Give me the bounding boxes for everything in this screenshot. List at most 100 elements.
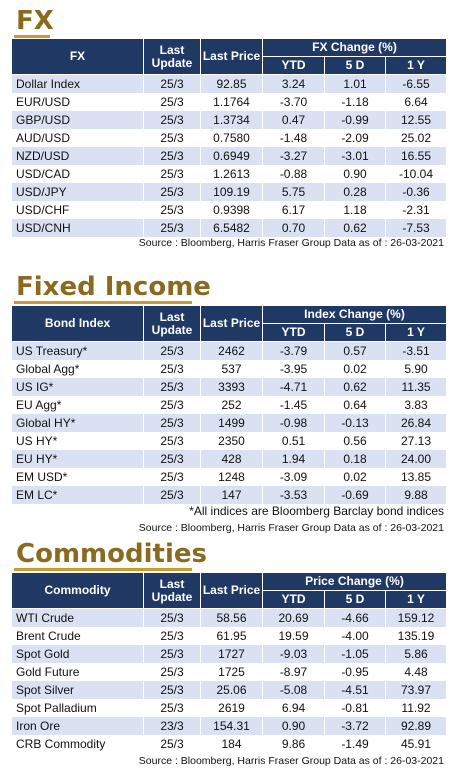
cell-d5: 0.62 xyxy=(324,377,386,396)
table-row: EM USD* 25/3 1248 -3.09 0.02 13.85 xyxy=(11,467,448,486)
fx-source-note: Source : Bloomberg, Harris Fraser Group … xyxy=(138,237,444,249)
cell-name: NZD/USD xyxy=(11,146,144,165)
cell-y1: -2.31 xyxy=(384,200,448,219)
cell-update: 25/3 xyxy=(143,359,201,378)
cell-name: EU Agg* xyxy=(11,395,144,414)
cell-price: 1725 xyxy=(200,662,263,681)
cell-ytd: -9.03 xyxy=(262,644,325,663)
table-row: Spot Silver 25/3 25.06 -5.08 -4.51 73.97 xyxy=(11,680,447,699)
cell-update: 25/3 xyxy=(143,485,201,504)
cell-ytd: -4.71 xyxy=(262,377,325,396)
cell-d5: 0.28 xyxy=(324,182,386,201)
fixed-income-section-title: Fixed Income xyxy=(16,272,211,302)
cell-price: 1.1764 xyxy=(200,92,263,111)
cell-update: 25/3 xyxy=(143,218,201,237)
cell-ytd: 0.51 xyxy=(262,431,325,450)
cell-ytd: -1.45 xyxy=(262,395,325,414)
cell-name: US HY* xyxy=(11,431,144,450)
cell-price: 1.3734 xyxy=(200,110,263,129)
cell-y1: 16.55 xyxy=(384,146,448,165)
fi-col-name-header: Bond Index xyxy=(11,305,144,342)
cell-ytd: -0.98 xyxy=(262,413,325,432)
cell-price: 147 xyxy=(200,485,263,504)
cell-ytd: -3.27 xyxy=(262,146,325,165)
cell-name: Global Agg* xyxy=(11,359,144,378)
cell-price: 537 xyxy=(200,359,263,378)
cell-update: 25/3 xyxy=(143,200,201,219)
cell-y1: 5.86 xyxy=(385,644,447,663)
cell-ytd: 6.17 xyxy=(262,200,325,219)
cell-update: 25/3 xyxy=(143,608,201,627)
cell-ytd: 20.69 xyxy=(262,608,325,627)
cell-d5: -4.51 xyxy=(324,680,386,699)
fx-col-1y-header: 1 Y xyxy=(384,56,448,75)
cell-y1: 25.02 xyxy=(384,128,448,147)
cell-update: 23/3 xyxy=(143,716,201,735)
cell-d5: 0.02 xyxy=(324,467,386,486)
com-col-5d-header: 5 D xyxy=(324,590,386,609)
cell-price: 1248 xyxy=(200,467,263,486)
cell-price: 0.7580 xyxy=(200,128,263,147)
fx-col-group-header: FX Change (%) xyxy=(261,38,448,57)
cell-price: 6.5482 xyxy=(200,218,263,237)
table-row: USD/CHF 25/3 0.9398 6.17 1.18 -2.31 xyxy=(11,200,448,219)
cell-price: 0.6949 xyxy=(200,146,263,165)
cell-d5: -0.13 xyxy=(324,413,386,432)
table-row: USD/CNH 25/3 6.5482 0.70 0.62 -7.53 xyxy=(11,218,448,237)
table-row: EU Agg* 25/3 252 -1.45 0.64 3.83 xyxy=(11,395,448,414)
table-row: US HY* 25/3 2350 0.51 0.56 27.13 xyxy=(11,431,448,450)
com-col-1y-header: 1 Y xyxy=(385,590,447,609)
cell-y1: 135.19 xyxy=(385,626,447,645)
cell-d5: 0.56 xyxy=(324,431,386,450)
cell-name: US IG* xyxy=(11,377,144,396)
com-col-ytd-header: YTD xyxy=(262,590,325,609)
cell-ytd: 0.70 xyxy=(262,218,325,237)
cell-d5: -1.49 xyxy=(324,734,386,753)
table-row: EM LC* 25/3 147 -3.53 -0.69 9.88 xyxy=(11,485,448,504)
cell-price: 2619 xyxy=(200,698,263,717)
cell-y1: 73.97 xyxy=(385,680,447,699)
cell-update: 25/3 xyxy=(143,413,201,432)
fixed-income-table: Bond Index Last Update Last Price Index … xyxy=(11,305,448,504)
cell-update: 25/3 xyxy=(143,74,201,93)
cell-update: 25/3 xyxy=(143,182,201,201)
fi-col-update-header: Last Update xyxy=(143,305,201,342)
cell-ytd: 0.90 xyxy=(262,716,325,735)
cell-ytd: -1.48 xyxy=(262,128,325,147)
table-row: US Treasury* 25/3 2462 -3.79 0.57 -3.51 xyxy=(11,341,448,360)
cell-d5: -0.81 xyxy=(324,698,386,717)
cell-ytd: 19.59 xyxy=(262,626,325,645)
cell-ytd: -3.09 xyxy=(262,467,325,486)
cell-update: 25/3 xyxy=(143,662,201,681)
cell-ytd: -3.53 xyxy=(262,485,325,504)
cell-ytd: -3.79 xyxy=(262,341,325,360)
cell-update: 25/3 xyxy=(143,341,201,360)
fi-col-1y-header: 1 Y xyxy=(384,323,448,342)
fixed-income-source-note: Source : Bloomberg, Harris Fraser Group … xyxy=(138,522,444,534)
table-row: NZD/USD 25/3 0.6949 -3.27 -3.01 16.55 xyxy=(11,146,448,165)
cell-update: 25/3 xyxy=(143,734,201,753)
cell-y1: -7.53 xyxy=(384,218,448,237)
cell-name: Dollar Index xyxy=(11,74,144,93)
com-col-name-header: Commodity xyxy=(11,572,144,609)
commodities-table-body: WTI Crude 25/3 58.56 20.69 -4.66 159.12 Brent … xyxy=(11,608,447,753)
cell-name: Global HY* xyxy=(11,413,144,432)
commodities-table: Commodity Last Update Last Price Price C… xyxy=(11,572,447,753)
cell-price: 92.85 xyxy=(200,74,263,93)
cell-ytd: -8.97 xyxy=(262,662,325,681)
cell-update: 25/3 xyxy=(143,431,201,450)
cell-price: 184 xyxy=(200,734,263,753)
com-col-update-header: Last Update xyxy=(143,572,201,609)
cell-d5: 1.01 xyxy=(324,74,386,93)
cell-ytd: -0.88 xyxy=(262,164,325,183)
cell-y1: -10.04 xyxy=(384,164,448,183)
cell-price: 25.06 xyxy=(200,680,263,699)
cell-ytd: -5.08 xyxy=(262,680,325,699)
fixed-income-title-underline xyxy=(14,301,192,304)
cell-price: 109.19 xyxy=(200,182,263,201)
cell-price: 154.31 xyxy=(200,716,263,735)
table-row: WTI Crude 25/3 58.56 20.69 -4.66 159.12 xyxy=(11,608,447,627)
cell-d5: -0.99 xyxy=(324,110,386,129)
cell-name: USD/CHF xyxy=(11,200,144,219)
cell-d5: 1.18 xyxy=(324,200,386,219)
